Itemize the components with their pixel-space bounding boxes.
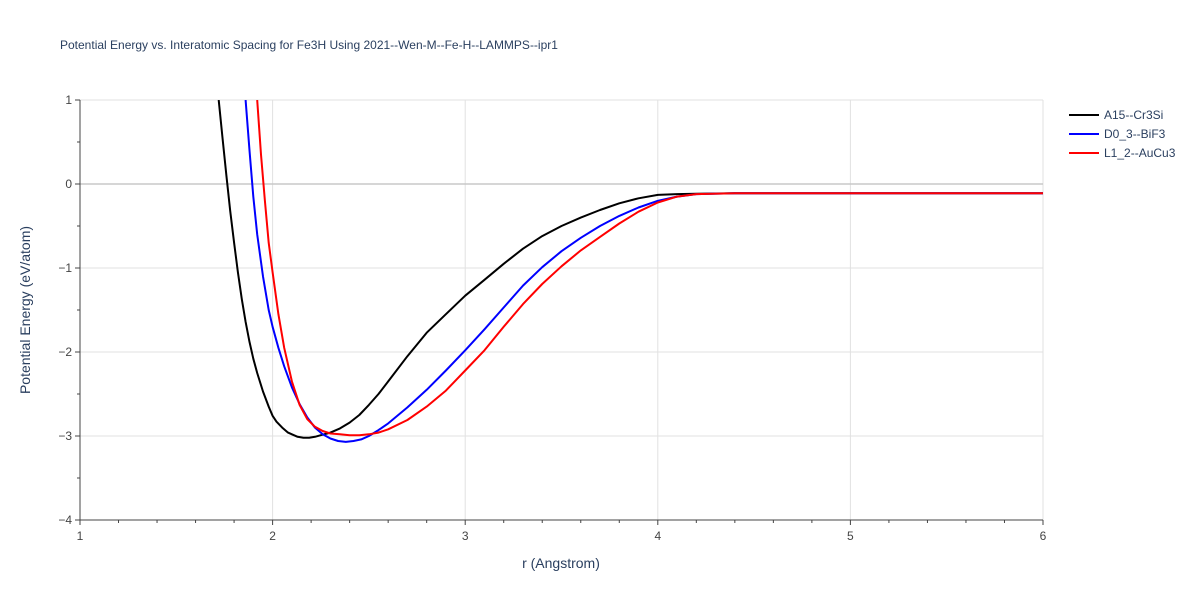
x-tick-label: 4 [654, 529, 661, 543]
y-tick-label: −4 [58, 513, 72, 527]
y-tick-label: 0 [65, 177, 72, 191]
legend-label: L1_2--AuCu3 [1104, 146, 1176, 160]
series-lines [217, 100, 1043, 443]
x-tick-label: 2 [269, 529, 276, 543]
legend[interactable]: A15--Cr3Si D0_3--BiF3 L1_2--AuCu3 [1069, 108, 1176, 160]
y-tick-label: −3 [58, 429, 72, 443]
series-line-2 [256, 100, 1043, 437]
x-tick-label: 1 [77, 529, 84, 543]
axes [75, 99, 1044, 525]
series-line-0 [217, 100, 1043, 439]
legend-item-2[interactable]: L1_2--AuCu3 [1069, 146, 1176, 160]
series-line-1 [244, 100, 1043, 443]
legend-item-1[interactable]: D0_3--BiF3 [1069, 127, 1166, 141]
x-axis-title: r (Angstrom) [522, 555, 600, 571]
x-tick-label: 3 [462, 529, 469, 543]
legend-item-0[interactable]: A15--Cr3Si [1069, 108, 1163, 122]
x-tick-label: 5 [847, 529, 854, 543]
legend-label: A15--Cr3Si [1104, 108, 1163, 122]
chart-title: Potential Energy vs. Interatomic Spacing… [60, 38, 558, 52]
y-tick-label: −2 [58, 345, 72, 359]
y-tick-label: 1 [65, 93, 72, 107]
legend-label: D0_3--BiF3 [1104, 127, 1166, 141]
x-tick-labels: 1 2 3 4 5 6 [77, 529, 1047, 543]
y-tick-labels: −4 −3 −2 −1 0 1 [58, 93, 72, 527]
y-axis-title: Potential Energy (eV/atom) [17, 226, 33, 394]
y-tick-label: −1 [58, 261, 72, 275]
grid-lines [80, 99, 1044, 520]
x-tick-label: 6 [1040, 529, 1047, 543]
